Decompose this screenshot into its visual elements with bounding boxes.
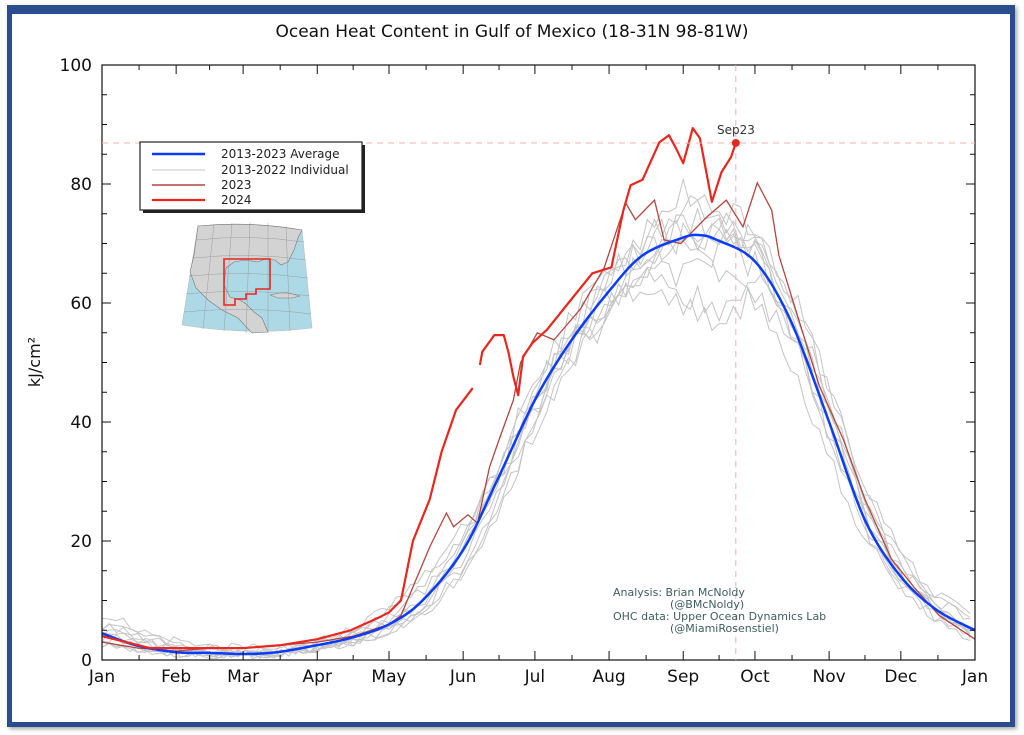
legend-label-average: 2013-2023 Average xyxy=(221,147,340,161)
legend-label-2023: 2023 xyxy=(221,178,252,192)
legend: 2013-2023 Average 2013-2022 Individual 2… xyxy=(139,141,365,213)
x-tick-label: Apr xyxy=(303,667,332,687)
average-line xyxy=(101,233,976,656)
y-tick-label: 100 xyxy=(60,56,92,76)
legend-label-individual: 2013-2022 Individual xyxy=(221,163,349,177)
latest-point-label: Sep23 xyxy=(717,123,755,137)
credit-analysis: Analysis: Brian McNoldy xyxy=(613,586,745,599)
x-tick-label: Aug xyxy=(592,667,625,687)
legend-label-2024: 2024 xyxy=(221,193,252,207)
x-tick-label: Nov xyxy=(813,667,846,687)
y-axis-label: kJ/cm² xyxy=(25,337,44,387)
x-tick-label: Feb xyxy=(161,667,191,687)
y-tick-label: 40 xyxy=(70,413,92,433)
series-2024-line xyxy=(101,387,474,650)
credits: Analysis: Brian McNoldy (@BMcNoldy) OHC … xyxy=(613,586,826,635)
region-box xyxy=(223,258,271,306)
x-tick-label: Mar xyxy=(227,667,259,687)
latest-point-marker xyxy=(731,138,740,147)
credit-analysis-handle: (@BMcNoldy) xyxy=(670,598,744,611)
average-series-group xyxy=(101,233,976,656)
chart-title: Ocean Heat Content in Gulf of Mexico (18… xyxy=(275,22,749,42)
x-tick-label: Oct xyxy=(740,667,770,687)
gulf-region-map xyxy=(181,221,313,334)
x-tick-label: Dec xyxy=(884,667,917,687)
axes-group: 0 20 40 60 80 100 Jan Feb Mar Apr May Jun Jul Aug Sep O… xyxy=(60,56,989,687)
credit-data-handle: (@MiamiRosenstiel) xyxy=(670,622,779,635)
x-tick-label: Jan xyxy=(961,667,988,687)
y-tick-label: 0 xyxy=(81,651,92,671)
x-tick-label: May xyxy=(371,667,406,687)
credit-data: OHC data: Upper Ocean Dynamics Lab xyxy=(613,610,826,623)
y-tick-label: 60 xyxy=(70,294,92,314)
x-tick-label: Jun xyxy=(449,667,477,687)
series-2024-group xyxy=(101,127,737,650)
series-2024-line xyxy=(478,127,737,397)
y-tick-label: 20 xyxy=(70,532,92,552)
individual-series-line xyxy=(101,281,971,659)
y-tick-label: 80 xyxy=(70,175,92,195)
x-tick-label: Jan xyxy=(88,667,115,687)
x-tick-label: Sep xyxy=(667,667,699,687)
x-tick-label: Jul xyxy=(524,667,546,687)
